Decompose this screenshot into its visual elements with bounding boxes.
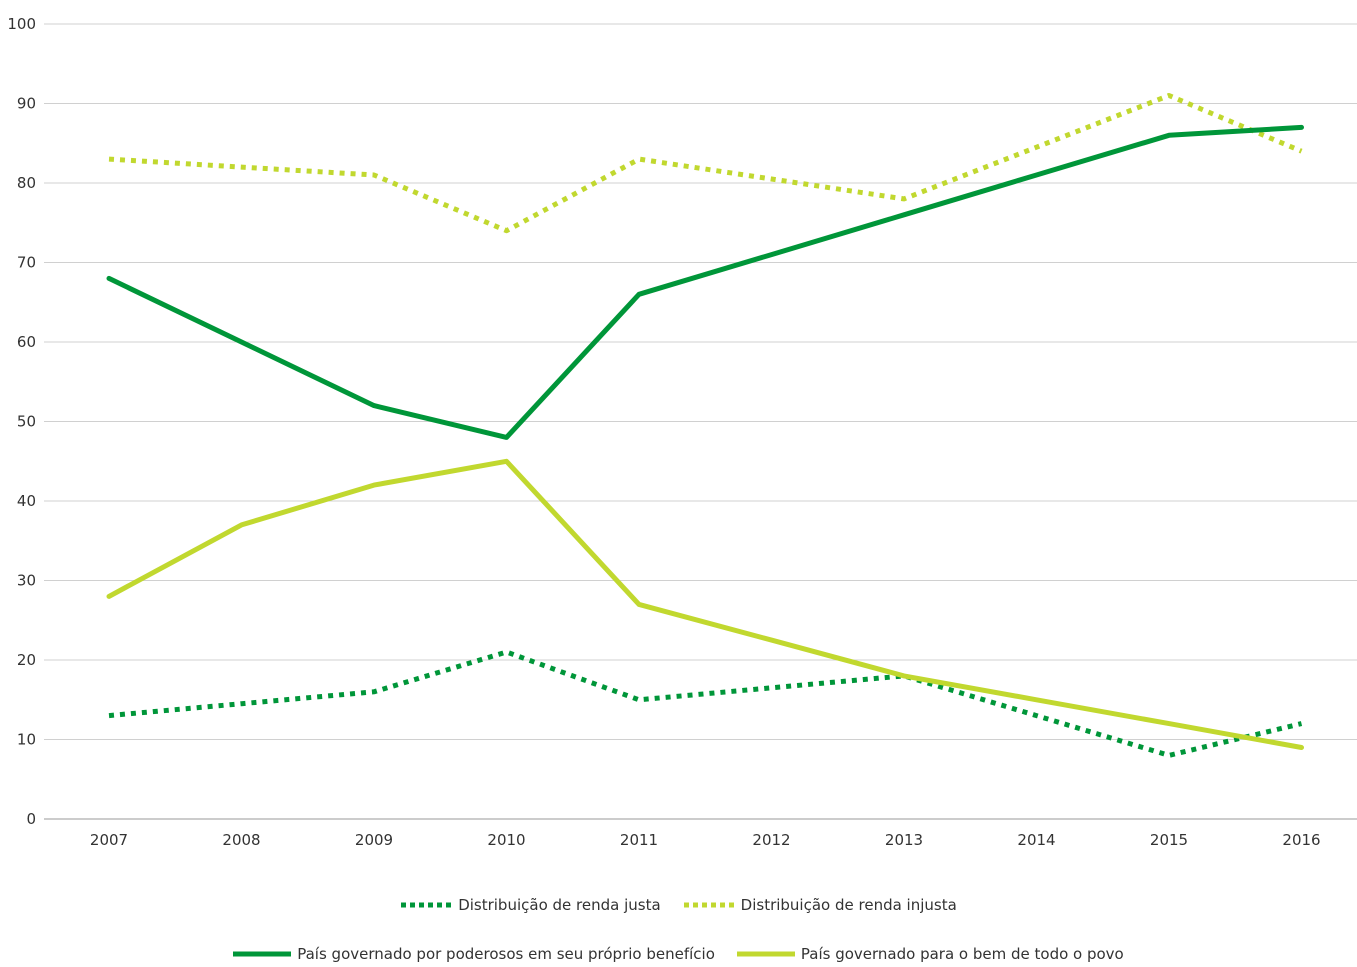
data-point xyxy=(506,437,507,438)
x-tick-label: 2007 xyxy=(90,831,128,849)
data-point xyxy=(1036,147,1037,148)
x-tick-label: 2013 xyxy=(885,831,923,849)
data-point xyxy=(639,699,640,700)
x-tick-label: 2015 xyxy=(1150,831,1188,849)
legend-item-renda-justa: Distribuição de renda justa xyxy=(400,896,661,914)
x-tick-label: 2016 xyxy=(1282,831,1320,849)
solid-green-swatch-icon xyxy=(233,951,292,957)
data-point xyxy=(374,485,375,486)
data-point xyxy=(374,175,375,176)
dotted-green-swatch-icon xyxy=(401,902,452,908)
data-point xyxy=(374,405,375,406)
legend-item-poderosos: País governado por poderosos em seu próp… xyxy=(233,945,715,963)
data-point xyxy=(639,294,640,295)
gridlines xyxy=(44,23,1357,820)
x-tick-label: 2012 xyxy=(752,831,790,849)
y-tick-label: 70 xyxy=(17,254,36,272)
x-tick-label: 2009 xyxy=(355,831,393,849)
data-point xyxy=(1169,755,1170,756)
data-point xyxy=(241,524,242,525)
data-point xyxy=(506,230,507,231)
data-point xyxy=(506,652,507,653)
legend-label-poderosos: País governado por poderosos em seu próp… xyxy=(297,945,715,963)
series-line-0 xyxy=(108,649,1303,758)
data-point xyxy=(771,254,772,255)
series-line-2 xyxy=(106,124,1304,440)
data-point xyxy=(109,715,110,716)
legend-label-bem-do-povo: País governado para o bem de todo o povo xyxy=(800,945,1124,963)
y-axis-ticks: 0 10 20 30 40 50 60 70 80 90 100 xyxy=(7,15,36,828)
data-point xyxy=(771,687,772,688)
y-tick-label: 0 xyxy=(26,810,36,828)
data-point xyxy=(1036,175,1037,176)
data-point xyxy=(904,214,905,215)
legend-row-dotted: Distribuição de renda justa Distribuição… xyxy=(0,896,1357,914)
data-point xyxy=(109,596,110,597)
legend-label-renda-justa: Distribuição de renda justa xyxy=(458,896,661,914)
data-point xyxy=(241,342,242,343)
x-tick-label: 2010 xyxy=(487,831,525,849)
data-point xyxy=(1036,699,1037,700)
data-point xyxy=(1301,747,1302,748)
data-point xyxy=(904,198,905,199)
series-lines xyxy=(106,93,1304,758)
y-tick-label: 30 xyxy=(17,572,36,590)
y-tick-label: 10 xyxy=(17,731,36,749)
data-point xyxy=(1036,715,1037,716)
y-tick-label: 60 xyxy=(17,333,36,351)
data-point xyxy=(241,167,242,168)
x-tick-label: 2011 xyxy=(620,831,658,849)
data-point xyxy=(639,604,640,605)
data-point xyxy=(1169,723,1170,724)
y-tick-label: 50 xyxy=(17,413,36,431)
dotted-lime-swatch-icon xyxy=(683,902,734,908)
series-line-3 xyxy=(106,458,1304,750)
data-point xyxy=(771,640,772,641)
data-point xyxy=(241,703,242,704)
data-point xyxy=(109,159,110,160)
x-tick-label: 2008 xyxy=(222,831,260,849)
x-tick-label: 2014 xyxy=(1017,831,1055,849)
x-axis-ticks: 2007 2008 2009 2010 2011 2012 2013 2014 2015 2016 xyxy=(90,831,1321,849)
legend-label-renda-injusta: Distribuição de renda injusta xyxy=(740,896,957,914)
data-point xyxy=(1301,151,1302,152)
legend-item-renda-injusta: Distribuição de renda injusta xyxy=(683,896,957,914)
solid-lime-swatch-icon xyxy=(736,951,795,957)
data-point xyxy=(1301,127,1302,128)
y-tick-label: 20 xyxy=(17,651,36,669)
legend-item-bem-do-povo: País governado para o bem de todo o povo xyxy=(736,945,1124,963)
series-line-1 xyxy=(108,93,1303,234)
data-point xyxy=(771,179,772,180)
data-point xyxy=(374,691,375,692)
data-point xyxy=(506,461,507,462)
y-tick-label: 90 xyxy=(17,95,36,113)
y-tick-label: 80 xyxy=(17,174,36,192)
legend-row-solid: País governado por poderosos em seu próp… xyxy=(0,945,1357,963)
y-tick-label: 100 xyxy=(7,15,36,33)
data-point xyxy=(1169,135,1170,136)
y-tick-label: 40 xyxy=(17,492,36,510)
data-point xyxy=(109,278,110,279)
data-point xyxy=(639,159,640,160)
data-point xyxy=(1301,723,1302,724)
data-point xyxy=(904,675,905,676)
data-point xyxy=(1169,95,1170,96)
